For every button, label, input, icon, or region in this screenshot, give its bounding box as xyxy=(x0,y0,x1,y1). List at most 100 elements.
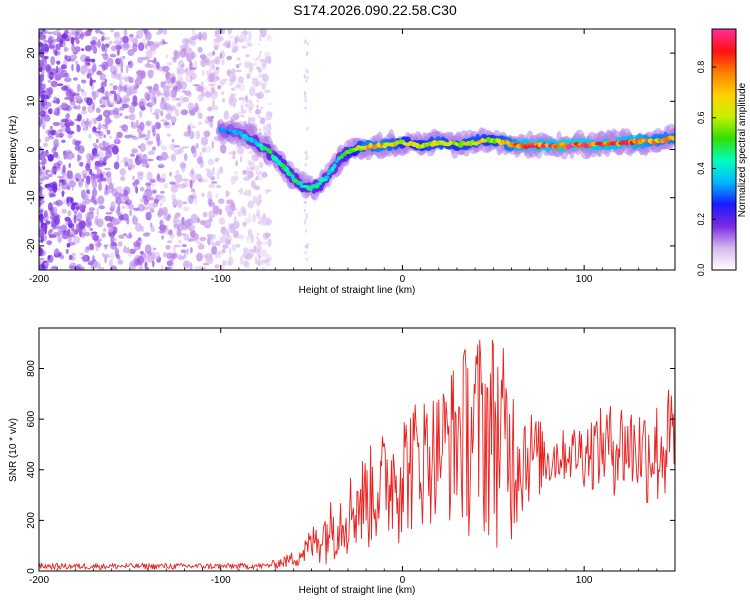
spectrogram-ridge-cell xyxy=(324,175,330,180)
spectrogram-noise-cell xyxy=(67,234,75,238)
spectrogram-noise-cell xyxy=(113,93,117,101)
spectrogram-noise-cell xyxy=(203,120,212,124)
spectrogram-noise-cell xyxy=(204,145,212,153)
spectrogram-noise-cell xyxy=(86,153,92,161)
spectrogram-noise-cell xyxy=(50,56,56,66)
spectrogram-noise-cell xyxy=(62,59,68,69)
spectrogram-noise-cell xyxy=(120,160,124,164)
spectrogram-noise-cell xyxy=(209,73,215,83)
spectrogram-noise-cell xyxy=(151,183,156,187)
spectrogram-noise-cell xyxy=(256,240,263,246)
spectrogram-noise-cell xyxy=(39,66,43,72)
spectrogram-noise-cell xyxy=(210,115,214,119)
spectrogram-ridge-cell xyxy=(290,174,295,180)
spectrogram-noise-cell xyxy=(144,95,150,101)
spectrogram-noise-cell xyxy=(61,169,66,176)
spectrogram-noise-cell xyxy=(196,156,204,165)
spectrogram-noise-cell xyxy=(103,134,106,139)
spectrogram-noise-cell xyxy=(43,261,50,267)
spectrogram-noise-cell xyxy=(64,54,68,61)
spectrogram-noise-cell xyxy=(91,233,95,241)
spectrogram-noise-cell xyxy=(94,91,100,98)
spectrogram-noise-cell xyxy=(88,243,94,249)
spectrogram-noise-cell xyxy=(172,122,175,126)
spectrogram-noise-cell xyxy=(181,163,186,173)
spectrogram-noise-cell xyxy=(259,252,262,256)
spectrogram-noise-cell xyxy=(185,74,193,83)
spectrogram-noise-cell xyxy=(163,102,171,111)
spectrogram-noise-cell xyxy=(76,125,81,133)
spectrogram-noise-cell xyxy=(191,33,198,40)
spectrogram-noise-cell xyxy=(242,247,249,253)
spectrogram-noise-cell xyxy=(261,171,268,178)
spectrogram-noise-cell xyxy=(128,33,134,38)
spectrogram-noise-cell xyxy=(155,90,162,96)
spectrogram-noise-cell xyxy=(239,156,243,163)
spectrogram-noise-cell xyxy=(148,59,153,63)
spectrogram-noise-cell xyxy=(207,256,214,264)
spectrogram-noise-cell xyxy=(160,190,165,194)
spectrogram-noise-cell xyxy=(233,171,239,175)
spectrogram-noise-cell xyxy=(183,153,188,162)
spectrogram-noise-cell xyxy=(99,157,105,164)
spectrogram-noise-cell xyxy=(125,233,133,239)
colorbar-ticks: 0.0 0.2 0.4 0.6 0.8 xyxy=(696,61,716,276)
spectrogram-noise-cell xyxy=(126,217,130,225)
spectrogram-noise-cell xyxy=(100,123,109,129)
spectrogram-noise-cell xyxy=(215,76,220,81)
spectrogram-noise-cell xyxy=(124,204,132,210)
spectrogram-noise-cell xyxy=(101,96,109,100)
spectrogram-noise-cell xyxy=(61,190,65,198)
spectrogram-noise-cell xyxy=(198,178,204,183)
spectrogram-noise-cell xyxy=(258,35,262,39)
spectrogram-noise-cell xyxy=(245,216,252,224)
spectrogram-noise-cell xyxy=(56,187,62,191)
spectrogram-noise-cell xyxy=(150,226,155,233)
spectrogram-noise-cell xyxy=(53,107,61,117)
spectrogram-noise-cell xyxy=(140,70,146,79)
spectrogram-noise-cell xyxy=(258,54,261,58)
spectrogram-noise-cell xyxy=(68,163,71,168)
spectrogram-noise-cell xyxy=(305,229,308,233)
spectrogram-noise-cell xyxy=(109,104,113,108)
spectrogram-noise-cell xyxy=(128,86,135,95)
spectrogram-noise-cell xyxy=(56,67,64,74)
spectrogram-noise-cell xyxy=(56,33,62,38)
spectrogram-noise-cell xyxy=(156,31,161,36)
spectrogram-noise-cell xyxy=(79,252,85,256)
spectrogram-noise-cell xyxy=(50,125,53,130)
spectrogram-noise-cell xyxy=(61,118,68,123)
spectrogram-noise-cell xyxy=(197,112,203,120)
spectrogram-noise-cell xyxy=(41,157,47,166)
spectrogram-noise-cell xyxy=(205,69,211,76)
spectrogram-noise-cell xyxy=(60,224,68,233)
spectrogram-noise-cell xyxy=(76,38,80,45)
spectrogram-noise-cell xyxy=(91,175,94,185)
spectrogram-x-ticks: -200 -100 0 100 xyxy=(29,29,676,285)
spectrogram-noise-cell xyxy=(182,38,189,45)
spectrogram-noise-cell xyxy=(65,119,73,126)
spectrogram-noise-cell xyxy=(258,128,262,132)
spectrogram-noise-cell xyxy=(240,101,245,109)
spectrogram-noise-cell xyxy=(70,203,76,211)
spectrogram-noise-cell xyxy=(95,130,102,134)
spectrogram-noise-cell xyxy=(65,113,71,119)
spectrogram-noise-cell xyxy=(239,83,246,92)
spectrogram-noise-cell xyxy=(39,182,43,185)
spectrogram-noise-cell xyxy=(43,83,46,90)
spectrogram-noise-cell xyxy=(66,243,71,248)
spectrogram-noise-cell xyxy=(181,178,189,182)
spectrogram-noise-cell xyxy=(167,213,171,219)
spectrogram-noise-cell xyxy=(123,233,127,236)
spectrogram-noise-cell xyxy=(306,127,309,131)
spectrogram-noise-cell xyxy=(169,181,176,185)
spectrogram-noise-cell xyxy=(204,168,210,172)
spectrogram-noise-cell xyxy=(130,153,135,157)
spectrogram-noise-cell xyxy=(68,32,72,39)
spectrogram-noise-cell xyxy=(153,198,159,204)
spectrogram-noise-cell xyxy=(234,37,238,46)
spectrogram-noise-cell xyxy=(152,189,157,194)
spectrogram-noise-cell xyxy=(120,201,128,205)
spectrogram-noise-cell xyxy=(147,251,153,256)
spectrogram-noise-cell xyxy=(93,117,97,125)
